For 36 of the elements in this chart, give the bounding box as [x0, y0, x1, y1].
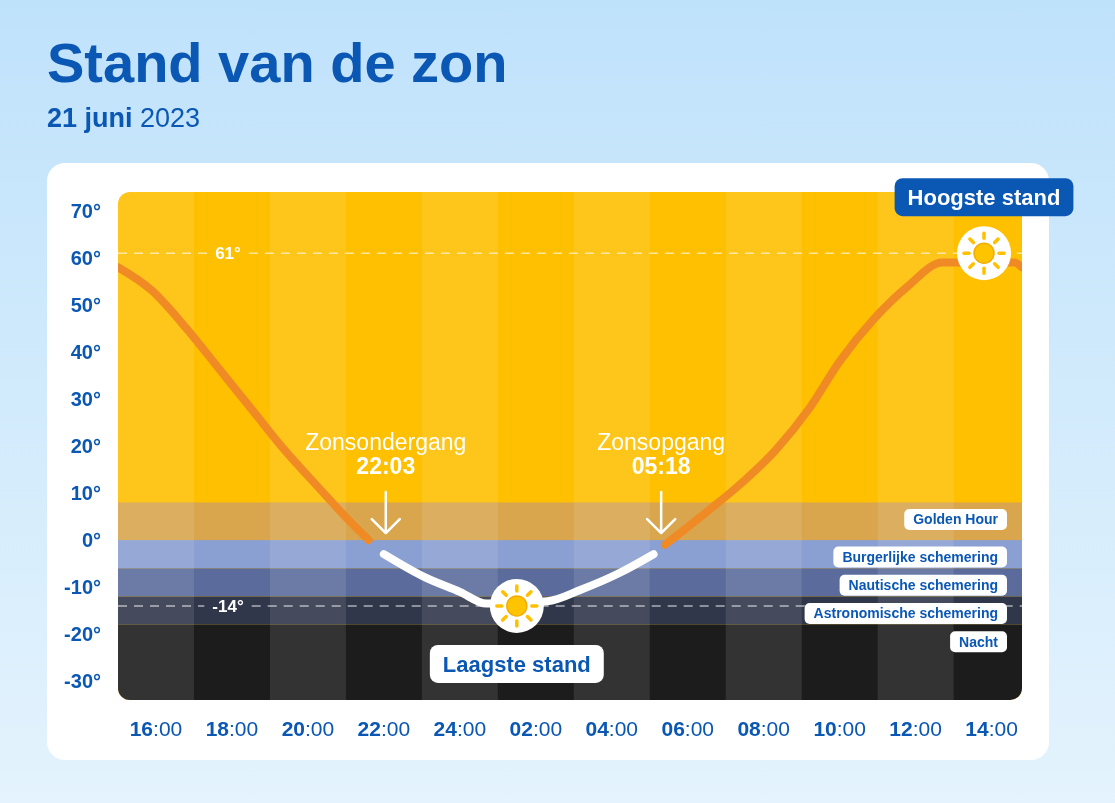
- x-tick-label: 08:00: [737, 717, 790, 740]
- x-tick-label: 24:00: [433, 717, 487, 740]
- band-label: Burgerlijke schemering: [842, 548, 998, 565]
- y-tick-label: -10°: [64, 576, 101, 599]
- x-tick-label: 18:00: [205, 717, 259, 740]
- band-label: Astronomische schemering: [813, 605, 998, 622]
- y-tick-label: 40°: [70, 340, 101, 363]
- y-tick-label: -20°: [64, 623, 101, 646]
- x-tick-label: 12:00: [889, 717, 942, 740]
- y-tick-label: 70°: [70, 199, 101, 222]
- y-tick-label: 60°: [70, 246, 101, 269]
- y-tick-label: 0°: [81, 529, 101, 552]
- y-tick-label: 50°: [70, 293, 101, 316]
- annotation: Hoogste stand: [907, 184, 1061, 210]
- x-tick-label: 14:00: [965, 717, 1018, 740]
- chart-subtitle: 21 juni 2023: [47, 103, 201, 133]
- band-label: Nautische schemering: [848, 577, 998, 594]
- annotation: Laagste stand: [442, 651, 591, 677]
- x-tick-label: 02:00: [509, 717, 563, 740]
- x-tick-label: 16:00: [129, 717, 183, 740]
- band-label: Golden Hour: [913, 511, 999, 528]
- y-tick-label: 30°: [70, 387, 101, 410]
- ref-line-label: 61°: [215, 244, 242, 264]
- y-tick-label: 10°: [70, 482, 101, 505]
- band-label: Nacht: [959, 633, 999, 650]
- ref-line-label: -14°: [212, 596, 244, 616]
- chart-title: Stand van de zon: [47, 31, 508, 94]
- annotation: Zonsondergang 22:03: [305, 429, 467, 480]
- y-tick-label: 20°: [70, 435, 101, 457]
- x-tick-label: 04:00: [585, 717, 639, 740]
- x-tick-label: 06:00: [661, 717, 715, 740]
- x-tick-label: 22:00: [357, 717, 411, 740]
- x-tick-label: 10:00: [813, 717, 866, 740]
- annotation: Zonsopgang 05:18: [597, 429, 726, 480]
- x-tick-label: 20:00: [281, 717, 335, 740]
- y-tick-label: -30°: [64, 670, 101, 693]
